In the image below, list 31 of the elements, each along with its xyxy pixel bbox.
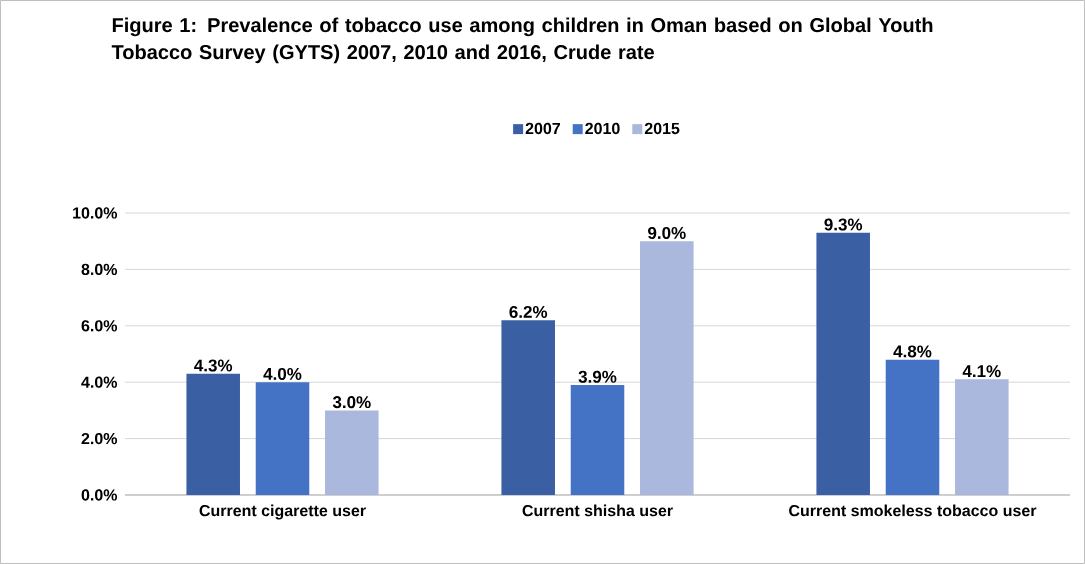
bar xyxy=(325,410,379,495)
y-tick-label: 6.0% xyxy=(81,320,118,332)
y-tick-label: 10.0% xyxy=(73,207,118,219)
bar xyxy=(885,359,940,495)
data-label: 9.3% xyxy=(824,218,863,231)
data-label: 4.8% xyxy=(893,345,932,358)
chart-title: Figure 1: Prevalence of tobacco use among children in Oman based on Global Youth Tobacco Survey (GYTS) 2007, 2010 and 2016, Crude rate xyxy=(111,17,933,64)
x-tick-label: Current cigarette user xyxy=(199,504,366,520)
y-tick-label: 2.0% xyxy=(81,432,118,445)
bar xyxy=(501,320,555,495)
data-label: 3.0% xyxy=(332,396,371,409)
data-label: 4.0% xyxy=(263,367,302,380)
x-tick-label: Current smokeless tobacco user xyxy=(789,504,1037,517)
legend-label: 2007 xyxy=(525,122,560,135)
data-label: 4.1% xyxy=(962,365,1001,378)
data-label: 6.2% xyxy=(509,305,548,318)
data-label: 4.3% xyxy=(194,359,233,372)
legend-label: 2015 xyxy=(644,122,680,135)
x-tick-label: Current shisha user xyxy=(522,504,673,517)
legend-label: 2010 xyxy=(585,122,620,135)
bar xyxy=(955,379,1009,495)
y-tick-label: 4.0% xyxy=(81,376,118,388)
bar xyxy=(186,373,240,495)
y-tick-label: 8.0% xyxy=(81,263,118,276)
bar xyxy=(816,232,870,495)
data-label: 3.9% xyxy=(578,370,617,383)
bar xyxy=(570,385,625,495)
y-tick-label: 0.0% xyxy=(81,489,118,501)
data-label: 9.0% xyxy=(648,226,686,239)
bar xyxy=(255,382,310,495)
bar xyxy=(640,241,694,495)
